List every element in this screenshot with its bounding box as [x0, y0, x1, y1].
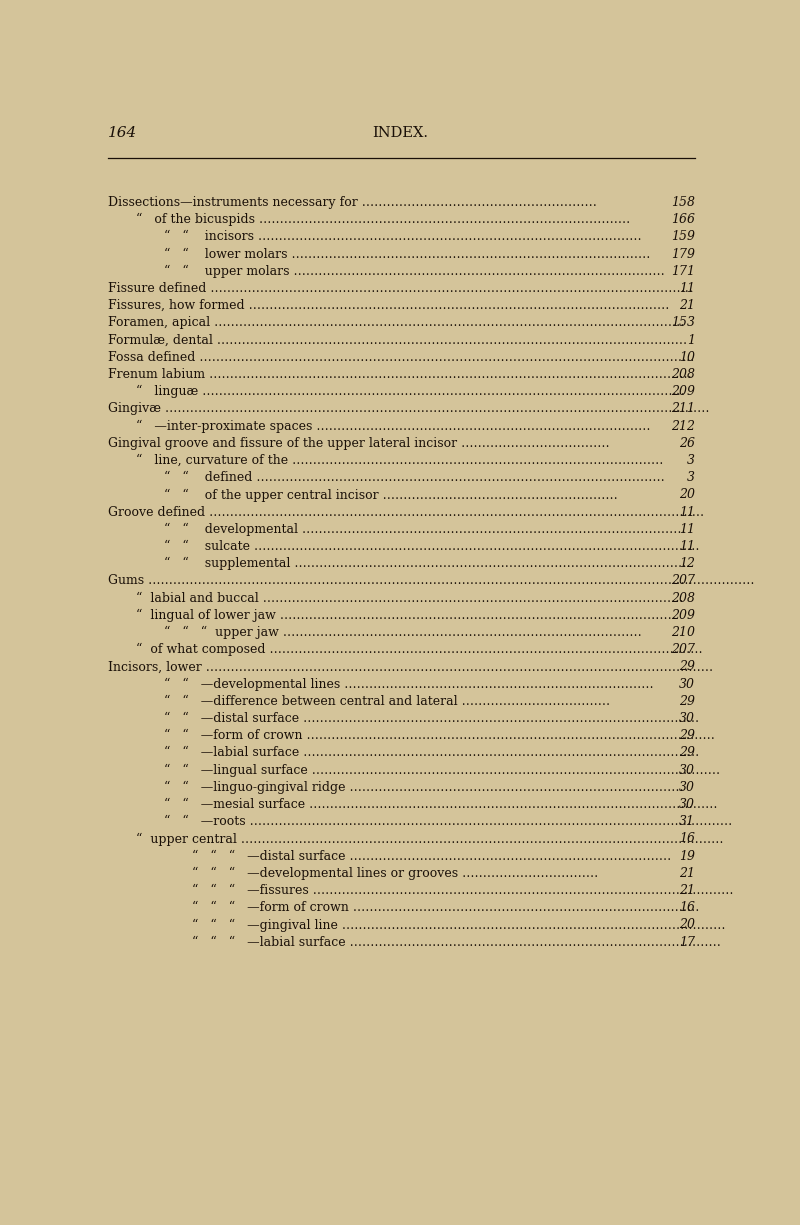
Text: “   of the bicuspids ………………………………………………………………………………: “ of the bicuspids …………………………………………………………: [136, 213, 630, 227]
Text: “  upper central ………………………………………………………………………………………………………: “ upper central …………………………………………………………………: [136, 833, 723, 845]
Text: “   “    lower molars ……………………………………………………………………………: “ “ lower molars ………………………………………………………………: [164, 247, 650, 261]
Text: 179: 179: [671, 247, 695, 261]
Text: “   linguæ ………………………………………………………………………………………………………: “ linguæ ……………………………………………………………………………………: [136, 385, 685, 398]
Text: 11: 11: [679, 282, 695, 295]
Text: Formulæ, dental ……………………………………………………………………………………………………: Formulæ, dental …………………………………………………………………: [108, 333, 687, 347]
Text: “   “   —lingual surface ………………………………………………………………………………………: “ “ —lingual surface ……………………………………………………: [164, 763, 720, 777]
Text: “   “   “   —gingival line …………………………………………………………………………………: “ “ “ —gingival line ……………………………………………………: [192, 919, 726, 932]
Text: 31: 31: [679, 815, 695, 828]
Text: 17: 17: [679, 936, 695, 948]
Text: Fissure defined ………………………………………………………………………………………………………: Fissure defined …………………………………………………………………: [108, 282, 693, 295]
Text: “   “   “   —labial surface ………………………………………………………………………………: “ “ “ —labial surface …………………………………………………: [192, 936, 721, 948]
Text: Dissections—instruments necessary for …………………………………………………: Dissections—instruments necessary for ………: [108, 196, 597, 209]
Text: “   “    supplemental ……………………………………………………………………………………: “ “ supplemental ………………………………………………………………: [164, 557, 690, 571]
Text: 166: 166: [671, 213, 695, 227]
Text: Fossa defined …………………………………………………………………………………………………………: Fossa defined ………………………………………………………………………: [108, 350, 694, 364]
Text: Gingival groove and fissure of the upper lateral incisor ………………………………: Gingival groove and fissure of the upper…: [108, 437, 610, 450]
Text: 3: 3: [687, 472, 695, 484]
Text: 20: 20: [679, 919, 695, 931]
Text: “   “   —linguo-gingival ridge ………………………………………………………………………: “ “ —linguo-gingival ridge ……………………………………: [164, 780, 684, 794]
Text: 12: 12: [679, 557, 695, 570]
Text: 210: 210: [671, 626, 695, 639]
Text: Gums …………………………………………………………………………………………………………………………………: Gums ………………………………………………………………………………………………: [108, 575, 754, 588]
Text: Fissures, how formed …………………………………………………………………………………………: Fissures, how formed ……………………………………………………: [108, 299, 670, 312]
Text: 29: 29: [679, 695, 695, 708]
Text: “   “   “  upper jaw ……………………………………………………………………………: “ “ “ upper jaw …………………………………………………………………: [164, 626, 642, 639]
Text: 19: 19: [679, 850, 695, 862]
Text: 212: 212: [671, 420, 695, 432]
Text: “   “   “   —fissures …………………………………………………………………………………………: “ “ “ —fissures …………………………………………………………………: [192, 884, 734, 897]
Text: 20: 20: [679, 489, 695, 501]
Text: 164: 164: [108, 126, 138, 140]
Text: “   “    developmental …………………………………………………………………………………: “ “ developmental ……………………………………………………………: [164, 523, 686, 537]
Text: 16: 16: [679, 833, 695, 845]
Text: 30: 30: [679, 677, 695, 691]
Text: 21: 21: [679, 299, 695, 312]
Text: 30: 30: [679, 763, 695, 777]
Text: 30: 30: [679, 797, 695, 811]
Text: 21: 21: [679, 867, 695, 880]
Text: “  labial and buccal …………………………………………………………………………………………: “ labial and buccal ………………………………………………………: [136, 592, 683, 605]
Text: “   “   “   —form of crown …………………………………………………………………………: “ “ “ —form of crown ……………………………………………………: [192, 902, 699, 914]
Text: 153: 153: [671, 316, 695, 330]
Text: 16: 16: [679, 902, 695, 914]
Text: 11: 11: [679, 540, 695, 552]
Text: “   “    incisors …………………………………………………………………………………: “ “ incisors …………………………………………………………………………: [164, 230, 642, 244]
Text: “   “    defined ………………………………………………………………………………………: “ “ defined ……………………………………………………………………………: [164, 472, 665, 484]
Text: “   “   —mesial surface ………………………………………………………………………………………: “ “ —mesial surface ………………………………………………………: [164, 797, 718, 811]
Text: 10: 10: [679, 350, 695, 364]
Text: 209: 209: [671, 385, 695, 398]
Text: 209: 209: [671, 609, 695, 622]
Text: 3: 3: [687, 454, 695, 467]
Text: “  lingual of lower jaw ……………………………………………………………………………………: “ lingual of lower jaw ………………………………………………: [136, 609, 676, 622]
Text: Frenum labium ………………………………………………………………………………………………………: Frenum labium ………………………………………………………………………: [108, 368, 692, 381]
Text: Foramen, apical ……………………………………………………………………………………………………: Foramen, apical …………………………………………………………………: [108, 316, 684, 330]
Text: 159: 159: [671, 230, 695, 244]
Text: 207: 207: [671, 643, 695, 657]
Text: 207: 207: [671, 575, 695, 588]
Text: 1: 1: [687, 333, 695, 347]
Text: “  of what composed ……………………………………………………………………………………………: “ of what composed …………………………………………………………: [136, 643, 702, 657]
Text: “   “   “   —developmental lines or grooves ……………………………: “ “ “ —developmental lines or grooves ………: [192, 867, 598, 880]
Text: 29: 29: [679, 660, 695, 674]
Text: 29: 29: [679, 729, 695, 742]
Text: 26: 26: [679, 437, 695, 450]
Text: 158: 158: [671, 196, 695, 209]
Text: “   “    upper molars ………………………………………………………………………………: “ “ upper molars ………………………………………………………………: [164, 265, 665, 278]
Text: 11: 11: [679, 523, 695, 535]
Text: INDEX.: INDEX.: [372, 126, 428, 140]
Text: 171: 171: [671, 265, 695, 278]
Text: “   “   —developmental lines …………………………………………………………………: “ “ —developmental lines …………………………………………: [164, 677, 654, 691]
Text: 11: 11: [679, 506, 695, 518]
Text: “   line, curvature of the ………………………………………………………………………………: “ line, curvature of the …………………………………………: [136, 454, 663, 467]
Text: “   “   —labial surface ……………………………………………………………………………………: “ “ —labial surface ………………………………………………………: [164, 746, 699, 760]
Text: “   “   —roots ………………………………………………………………………………………………………: “ “ —roots ………………………………………………………………………………: [164, 815, 732, 828]
Text: “   “    sulcate ………………………………………………………………………………………………: “ “ sulcate ……………………………………………………………………………: [164, 540, 699, 552]
Text: “   “   “   —distal surface ……………………………………………………………………: “ “ “ —distal surface …………………………………………………: [192, 850, 671, 862]
Text: 30: 30: [679, 712, 695, 725]
Text: 30: 30: [679, 780, 695, 794]
Text: Groove defined …………………………………………………………………………………………………………: Groove defined ……………………………………………………………………: [108, 506, 704, 518]
Text: Incisors, lower ……………………………………………………………………………………………………………: Incisors, lower …………………………………………………………………: [108, 660, 713, 674]
Text: 21: 21: [679, 884, 695, 897]
Text: “   “   —distal surface ……………………………………………………………………………………: “ “ —distal surface ………………………………………………………: [164, 712, 699, 725]
Text: 29: 29: [679, 746, 695, 760]
Text: 208: 208: [671, 592, 695, 605]
Text: “   “    of the upper central incisor …………………………………………………: “ “ of the upper central incisor ……………………: [164, 489, 618, 501]
Text: “   —inter-proximate spaces ………………………………………………………………………: “ —inter-proximate spaces ………………………………………: [136, 420, 650, 432]
Text: Gingivæ ……………………………………………………………………………………………………………………: Gingivæ ………………………………………………………………………………………: [108, 402, 710, 415]
Text: “   “   —difference between central and lateral ………………………………: “ “ —difference between central and late…: [164, 695, 610, 708]
Text: 211: 211: [671, 402, 695, 415]
Text: 208: 208: [671, 368, 695, 381]
Text: “   “   —form of crown ………………………………………………………………………………………: “ “ —form of crown …………………………………………………………: [164, 729, 715, 742]
